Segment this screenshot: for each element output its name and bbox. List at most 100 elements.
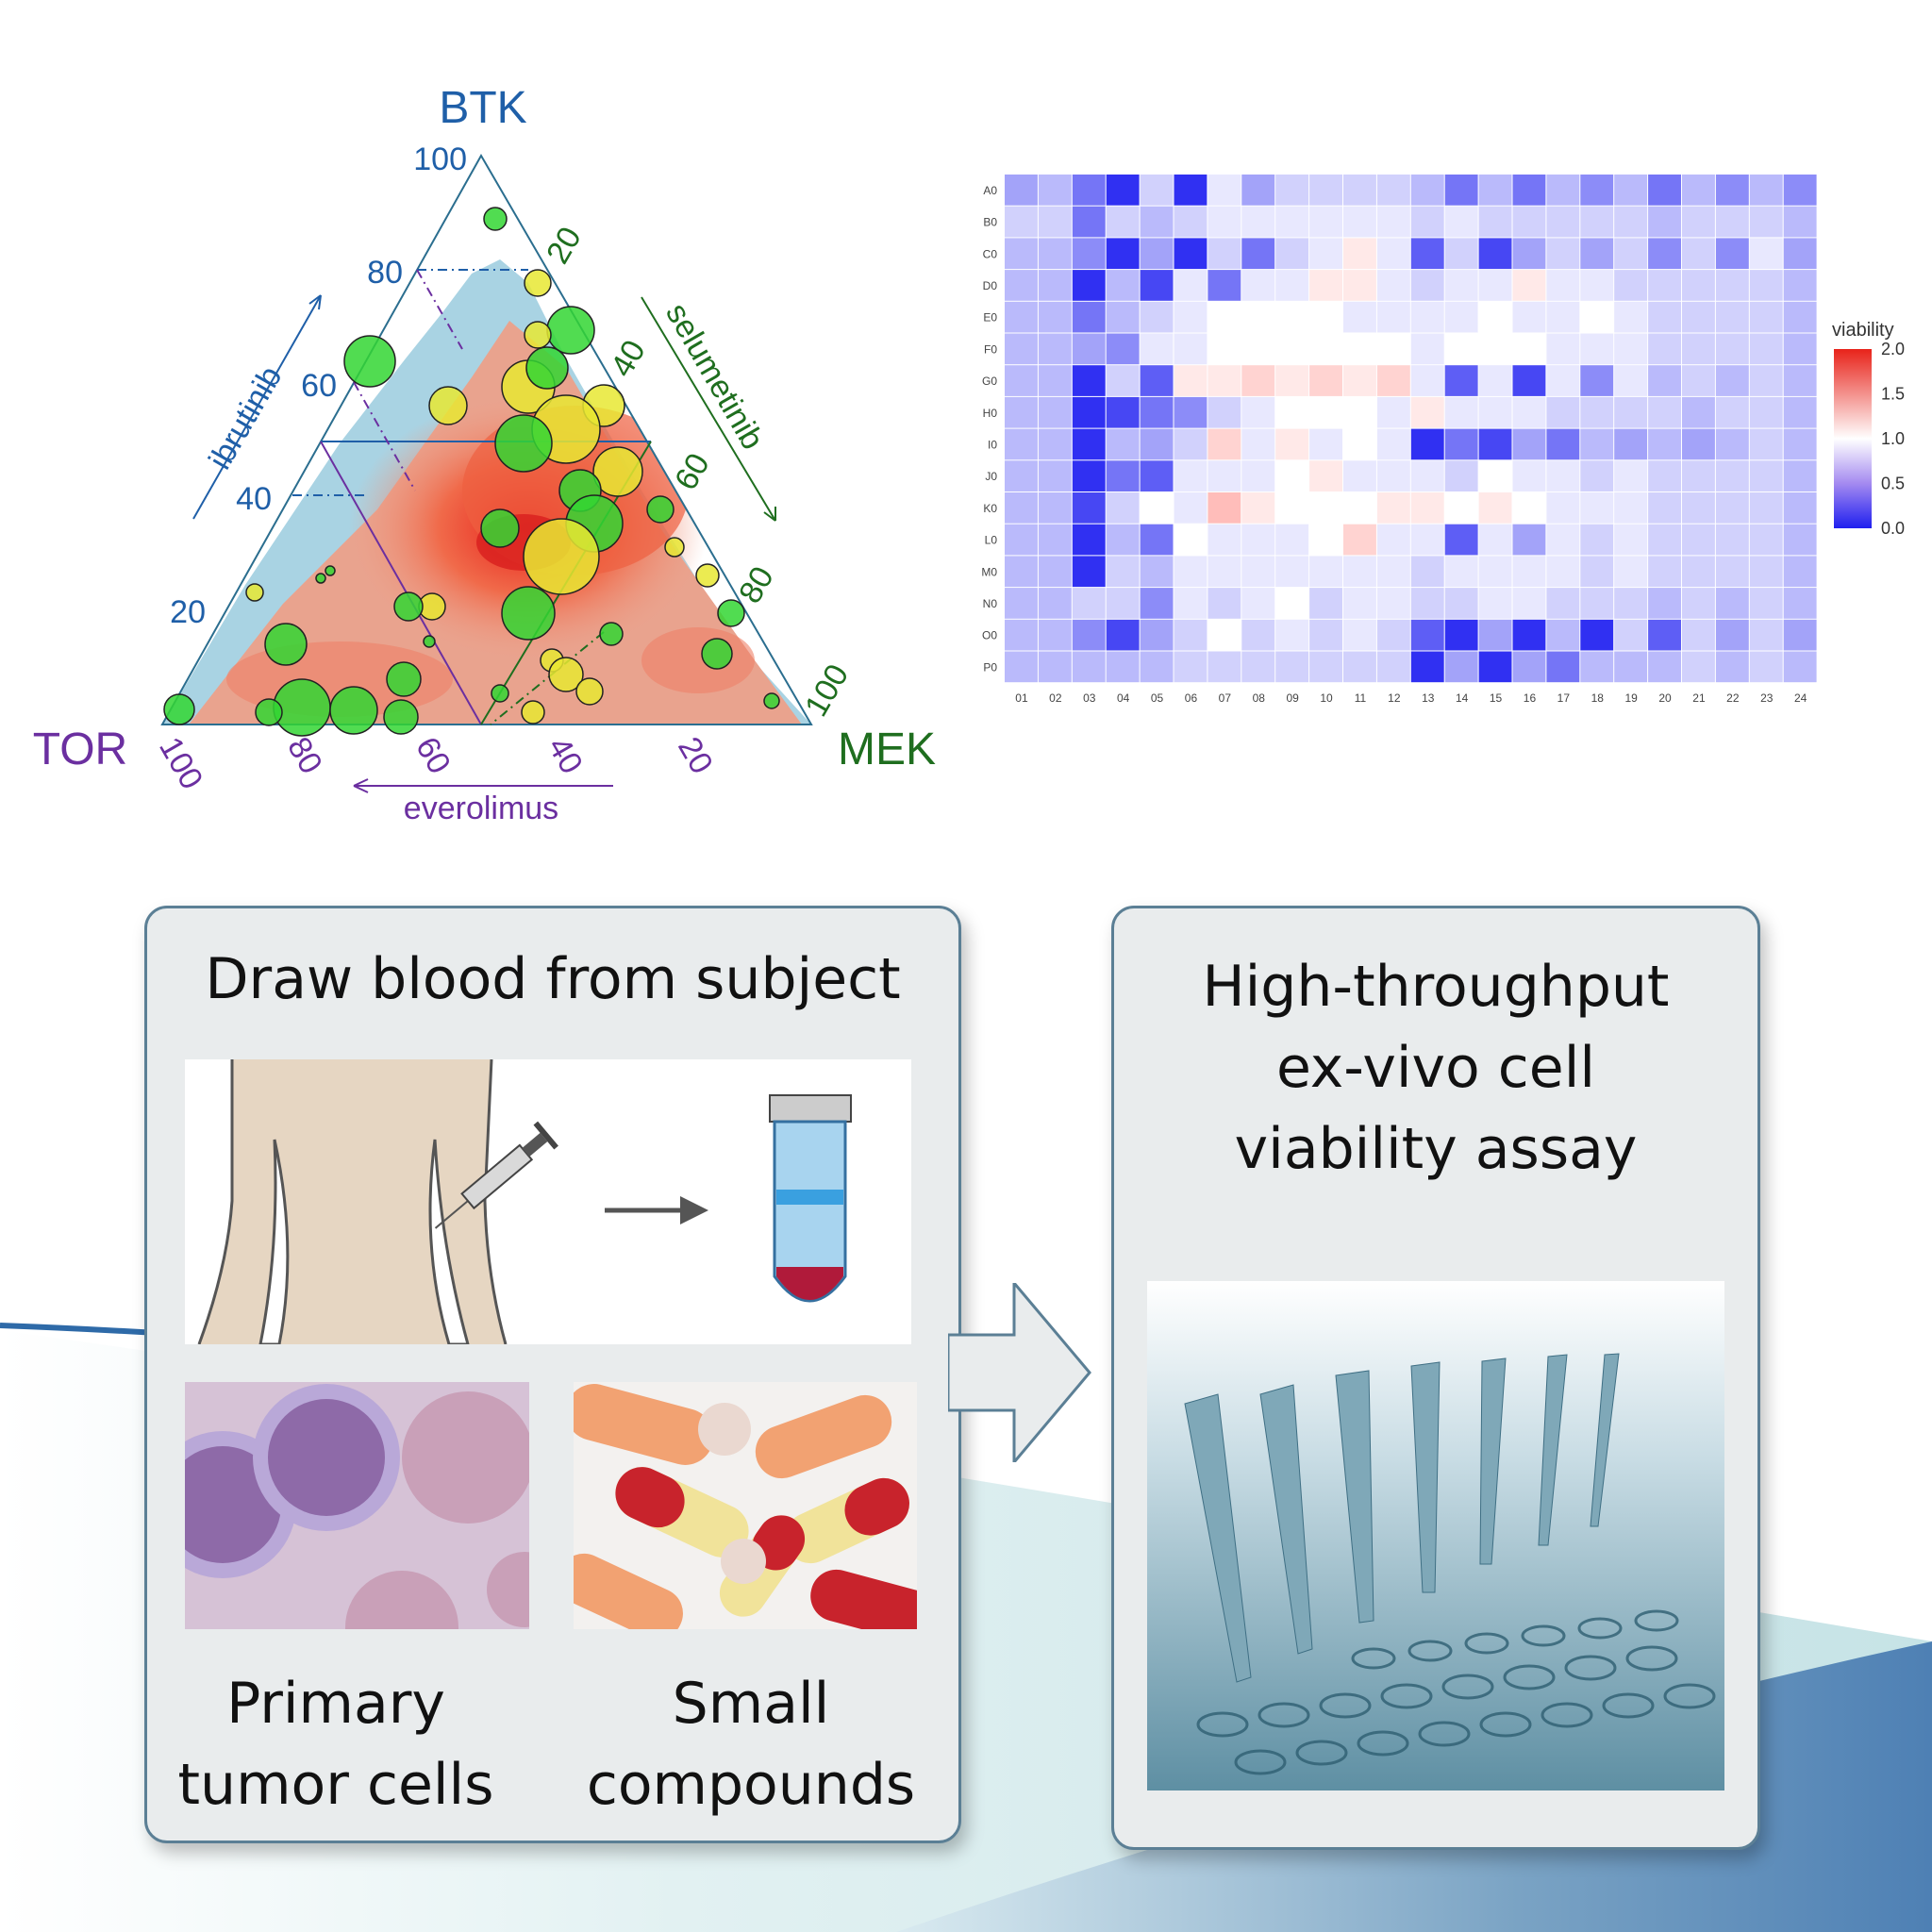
btk-tick-20: 20 bbox=[170, 594, 206, 630]
heatmap-cell bbox=[1580, 206, 1614, 238]
heatmap-cell bbox=[1580, 301, 1614, 333]
heatmap-cell bbox=[1343, 238, 1376, 270]
heatmap-cell bbox=[1275, 556, 1309, 588]
heatmap-cell bbox=[1715, 651, 1749, 683]
heatmap-cell bbox=[1208, 556, 1241, 588]
heatmap-cell bbox=[1512, 333, 1546, 365]
heatmap-cell bbox=[1106, 175, 1140, 206]
heatmap-cell bbox=[1376, 619, 1410, 651]
small-compounds-image bbox=[574, 1382, 917, 1629]
heatmap-cell bbox=[1174, 396, 1208, 428]
heatmap-cell bbox=[1275, 301, 1309, 333]
heatmap-cell bbox=[1140, 365, 1174, 396]
heatmap-cell bbox=[1715, 365, 1749, 396]
heatmap-cell bbox=[1005, 492, 1038, 524]
heatmap-cell bbox=[1512, 396, 1546, 428]
heatmap-cell bbox=[1005, 175, 1038, 206]
heatmap-cell bbox=[1546, 396, 1580, 428]
heatmap-cell bbox=[1546, 428, 1580, 460]
heatmap-cell bbox=[1478, 524, 1512, 556]
heatmap-col-label: 10 bbox=[1320, 691, 1333, 705]
btk-tick-100: 100 bbox=[413, 142, 467, 177]
heatmap-cell bbox=[1444, 524, 1478, 556]
heatmap-cell bbox=[1174, 588, 1208, 619]
heatmap-cell bbox=[1005, 396, 1038, 428]
flow-arrow-icon bbox=[948, 1283, 1091, 1462]
heatmap-cell bbox=[1376, 396, 1410, 428]
heatmap-cell bbox=[1614, 460, 1648, 491]
heatmap-cell bbox=[1682, 365, 1715, 396]
heatmap-cell bbox=[1275, 333, 1309, 365]
edge-selumetinib-label: selumetinib bbox=[658, 297, 771, 456]
heatmap-cell bbox=[1546, 175, 1580, 206]
step2-title: High-throughput ex-vivo cell viability a… bbox=[1202, 954, 1670, 1182]
heatmap-cell bbox=[1140, 270, 1174, 301]
heatmap-cell bbox=[1580, 365, 1614, 396]
heatmap-cell bbox=[1140, 524, 1174, 556]
heatmap-cell bbox=[1005, 238, 1038, 270]
heatmap-cell bbox=[1478, 492, 1512, 524]
heatmap-cell bbox=[1309, 556, 1342, 588]
heatmap-cell bbox=[1005, 333, 1038, 365]
heatmap-cell bbox=[1005, 460, 1038, 491]
heatmap-cell bbox=[1343, 206, 1376, 238]
heatmap-cell bbox=[1174, 175, 1208, 206]
heatmap-cell bbox=[1038, 556, 1072, 588]
heatmap-row-label: H0 bbox=[983, 407, 998, 420]
legend-tick-label: 0.5 bbox=[1881, 475, 1905, 493]
heatmap-cell bbox=[1208, 396, 1241, 428]
heatmap-cell bbox=[1241, 206, 1275, 238]
heatmap-cell bbox=[1410, 238, 1444, 270]
heatmap-cell bbox=[1682, 175, 1715, 206]
heatmap-cell bbox=[1072, 524, 1106, 556]
heatmap-cell bbox=[1410, 365, 1444, 396]
heatmap-cell bbox=[1749, 333, 1783, 365]
heatmap-col-label: 08 bbox=[1253, 691, 1266, 705]
heatmap-cell bbox=[1614, 428, 1648, 460]
heatmap-cell bbox=[1512, 460, 1546, 491]
heatmap-cell bbox=[1376, 428, 1410, 460]
heatmap-cell bbox=[1140, 175, 1174, 206]
heatmap-cell bbox=[1174, 365, 1208, 396]
heatmap-cell bbox=[1749, 556, 1783, 588]
small-compounds-caption: Small compounds bbox=[586, 1671, 916, 1818]
heatmap-col-label: 02 bbox=[1049, 691, 1062, 705]
heatmap-cell bbox=[1140, 588, 1174, 619]
heatmap-cell bbox=[1038, 492, 1072, 524]
heatmap-cell bbox=[1783, 492, 1817, 524]
heatmap-cell bbox=[1241, 333, 1275, 365]
heatmap-cell bbox=[1478, 270, 1512, 301]
legend-tick-label: 1.0 bbox=[1881, 429, 1905, 448]
heatmap-cell bbox=[1783, 588, 1817, 619]
heatmap-cell bbox=[1140, 396, 1174, 428]
heatmap-cell bbox=[1208, 460, 1241, 491]
heatmap-cell bbox=[1512, 365, 1546, 396]
heatmap-cell bbox=[1072, 206, 1106, 238]
primary-tumor-cells-caption: Primary tumor cells bbox=[177, 1671, 494, 1818]
tor-tick-20: 20 bbox=[671, 731, 720, 780]
heatmap-cell bbox=[1715, 175, 1749, 206]
heatmap-cell bbox=[1309, 428, 1342, 460]
heatmap-cell bbox=[1376, 206, 1410, 238]
heatmap-row-label: A0 bbox=[983, 184, 997, 197]
heatmap-cell bbox=[1208, 175, 1241, 206]
heatmap-cell bbox=[1682, 270, 1715, 301]
heatmap-cell bbox=[1140, 460, 1174, 491]
heatmap-col-label: 18 bbox=[1591, 691, 1605, 705]
heatmap-cell bbox=[1410, 651, 1444, 683]
vertex-mek-label: MEK bbox=[838, 724, 936, 774]
heatmap-cell bbox=[1140, 556, 1174, 588]
heatmap-cell bbox=[1072, 365, 1106, 396]
heatmap-cell bbox=[1715, 238, 1749, 270]
heatmap-cell bbox=[1410, 588, 1444, 619]
heatmap-cell bbox=[1478, 428, 1512, 460]
heatmap-cell bbox=[1140, 651, 1174, 683]
heatmap-cell bbox=[1546, 333, 1580, 365]
heatmap-cell bbox=[1140, 206, 1174, 238]
heatmap-cell bbox=[1648, 588, 1681, 619]
heatmap-cell bbox=[1072, 428, 1106, 460]
heatmap-cell bbox=[1783, 651, 1817, 683]
heatmap-col-label: 12 bbox=[1388, 691, 1401, 705]
heatmap-cell bbox=[1106, 428, 1140, 460]
heatmap-cell bbox=[1275, 238, 1309, 270]
